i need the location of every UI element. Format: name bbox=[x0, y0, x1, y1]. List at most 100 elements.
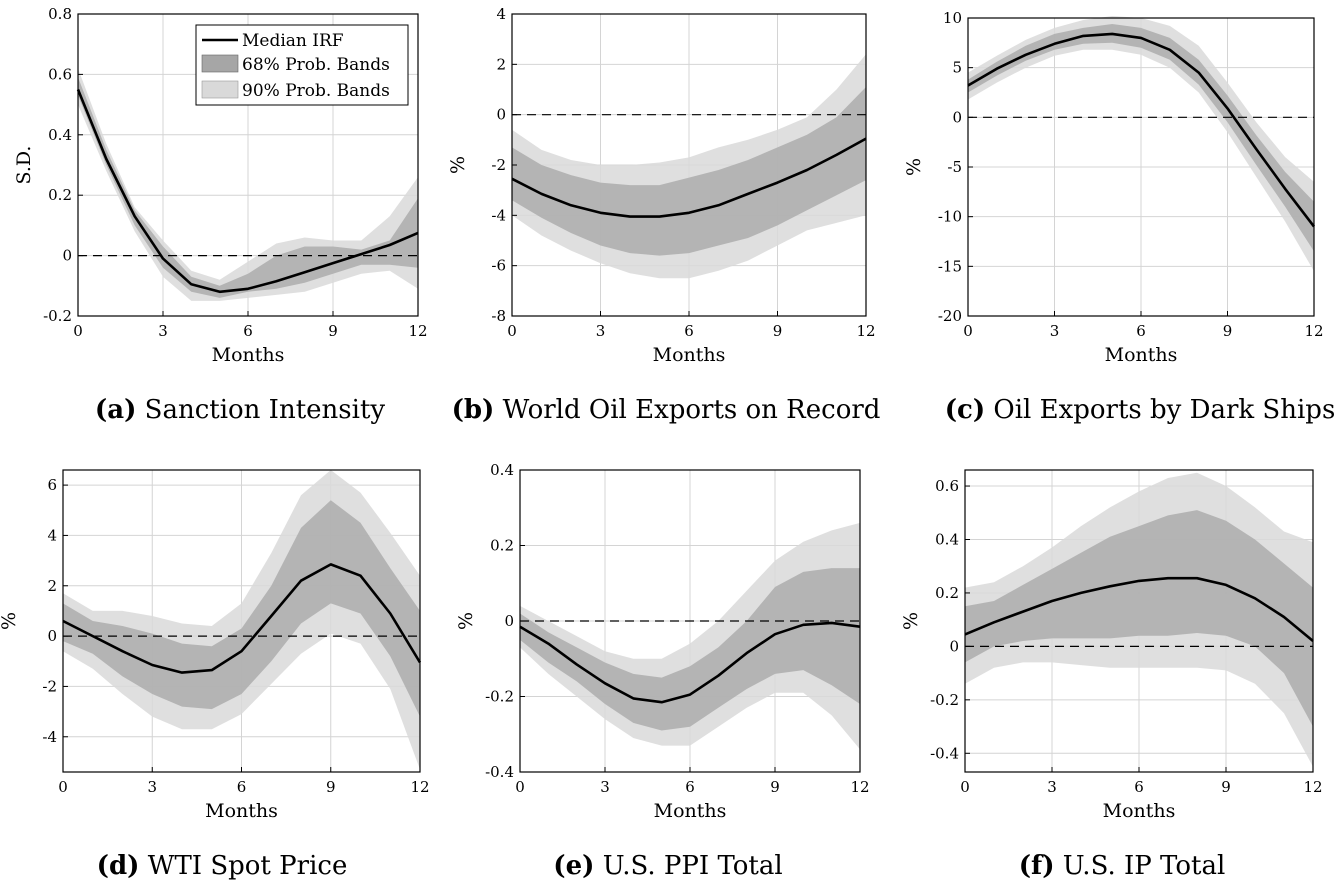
y-tick-label: 0.2 bbox=[490, 537, 514, 555]
y-tick-label: 0.4 bbox=[935, 530, 959, 548]
y-tick-label: -8 bbox=[491, 307, 506, 325]
x-tick-label: 6 bbox=[1134, 778, 1144, 796]
x-axis-label: Months bbox=[212, 344, 285, 366]
x-tick-label: 12 bbox=[1304, 322, 1323, 340]
x-tick-label: 12 bbox=[856, 322, 875, 340]
caption-title: Oil Exports by Dark Ships bbox=[985, 395, 1335, 425]
y-tick-label: 10 bbox=[943, 9, 962, 27]
x-tick-label: 0 bbox=[73, 322, 83, 340]
x-tick-label: 0 bbox=[507, 322, 517, 340]
x-tick-label: 3 bbox=[1050, 322, 1060, 340]
chart-panel-f: 0 3 6 9 12 -0.4 -0.2 0 0.2 0.4 0.6 Months% (f) U.S. … bbox=[900, 469, 1323, 881]
panel-caption: (d) WTI Spot Price bbox=[97, 851, 348, 881]
y-tick-label: -15 bbox=[938, 257, 962, 275]
caption-title: U.S. IP Total bbox=[1055, 851, 1226, 881]
y-tick-label: -10 bbox=[938, 208, 962, 226]
median-irf-line bbox=[511, 137, 867, 218]
y-tick-label: 6 bbox=[47, 476, 57, 494]
y-tick-label: -20 bbox=[938, 307, 962, 325]
x-tick-label: 0 bbox=[963, 322, 973, 340]
panel-caption: (c) Oil Exports by Dark Ships bbox=[945, 395, 1336, 425]
caption-title: Sanction Intensity bbox=[136, 395, 385, 425]
y-tick-label: 0 bbox=[949, 637, 959, 655]
x-tick-label: 3 bbox=[147, 778, 157, 796]
chart-panel-d: 0 3 6 9 12 -4 -2 0 2 4 6 Months% (d) WTI Spot Price bbox=[0, 469, 430, 881]
y-axis-label: % bbox=[455, 612, 477, 630]
x-tick-label: 6 bbox=[237, 778, 247, 796]
y-tick-label: 4 bbox=[496, 5, 506, 23]
band-68 bbox=[968, 24, 1314, 252]
x-axis-label: Months bbox=[653, 344, 726, 366]
x-tick-label: 12 bbox=[410, 778, 429, 796]
y-axis-label: % bbox=[900, 612, 922, 630]
median-irf-line bbox=[76, 89, 419, 294]
y-tick-label: 2 bbox=[496, 55, 506, 73]
median-irf-line bbox=[967, 32, 1316, 228]
y-tick-label: 4 bbox=[47, 526, 57, 544]
caption-letter: (f) bbox=[1019, 851, 1055, 881]
x-tick-label: 9 bbox=[1223, 322, 1233, 340]
y-tick-label: -4 bbox=[42, 728, 57, 746]
y-tick-label: 0.8 bbox=[48, 5, 72, 23]
y-axis-label: % bbox=[0, 612, 20, 630]
y-tick-label: 0.4 bbox=[490, 461, 514, 479]
median-irf-line bbox=[964, 576, 1314, 643]
y-axis-label: % bbox=[903, 158, 925, 176]
y-tick-label: -6 bbox=[491, 257, 506, 275]
y-tick-label: 0.6 bbox=[48, 65, 72, 83]
x-tick-label: 0 bbox=[58, 778, 68, 796]
x-tick-label: 9 bbox=[770, 778, 780, 796]
x-tick-label: 12 bbox=[408, 322, 427, 340]
x-tick-label: 6 bbox=[1136, 322, 1146, 340]
x-axis-label: Months bbox=[1103, 800, 1176, 822]
legend-band90-swatch bbox=[201, 80, 239, 99]
panel-caption: (e) U.S. PPI Total bbox=[553, 851, 782, 881]
y-tick-label: -0.4 bbox=[485, 763, 514, 781]
x-tick-label: 12 bbox=[1303, 778, 1322, 796]
y-tick-label: 0 bbox=[496, 106, 506, 124]
x-axis-label: Months bbox=[1105, 344, 1178, 366]
panel-caption: (f) U.S. IP Total bbox=[1019, 851, 1226, 881]
legend-band68-swatch bbox=[201, 54, 239, 73]
x-tick-label: 9 bbox=[1221, 778, 1231, 796]
caption-letter: (e) bbox=[553, 851, 594, 881]
y-tick-label: 5 bbox=[952, 59, 962, 77]
band-68 bbox=[965, 510, 1313, 727]
y-tick-label: -0.4 bbox=[930, 744, 959, 762]
y-tick-label: -4 bbox=[491, 206, 506, 224]
y-tick-label: -0.2 bbox=[930, 691, 959, 709]
caption-letter: (c) bbox=[945, 395, 985, 425]
y-axis-label: % bbox=[447, 156, 469, 174]
y-tick-label: 2 bbox=[47, 577, 57, 595]
caption-letter: (b) bbox=[452, 395, 495, 425]
caption-title: World Oil Exports on Record bbox=[494, 395, 880, 425]
x-tick-label: 9 bbox=[773, 322, 783, 340]
x-tick-label: 6 bbox=[684, 322, 694, 340]
panel-caption: (a) Sanction Intensity bbox=[95, 395, 385, 425]
y-tick-label: 0 bbox=[47, 627, 57, 645]
panel-caption: (b) World Oil Exports on Record bbox=[452, 395, 881, 425]
y-tick-label: 0 bbox=[62, 247, 72, 265]
legend: Median IRF 68% Prob. Bands 90% Prob. Bands bbox=[195, 24, 409, 106]
x-tick-label: 3 bbox=[600, 778, 610, 796]
x-tick-label: 9 bbox=[328, 322, 338, 340]
caption-title: WTI Spot Price bbox=[139, 851, 347, 881]
y-tick-label: -0.2 bbox=[43, 307, 72, 325]
x-tick-label: 6 bbox=[243, 322, 253, 340]
x-tick-label: 0 bbox=[960, 778, 970, 796]
legend-band68-label: 68% Prob. Bands bbox=[242, 55, 390, 75]
caption-title: U.S. PPI Total bbox=[594, 851, 782, 881]
x-tick-label: 3 bbox=[1047, 778, 1057, 796]
caption-letter: (a) bbox=[95, 395, 136, 425]
band-68 bbox=[63, 500, 420, 717]
band-90 bbox=[78, 68, 418, 301]
chart-panel-e: 0 3 6 9 12 -0.4 -0.2 0 0.2 0.4 Months% (e) U.S. PPI… bbox=[455, 461, 870, 881]
y-axis-label: S.D. bbox=[13, 146, 35, 185]
y-tick-label: -5 bbox=[947, 158, 962, 176]
legend-median-label: Median IRF bbox=[242, 31, 344, 51]
band-68 bbox=[520, 568, 860, 731]
x-axis-label: Months bbox=[205, 800, 278, 822]
y-tick-label: -2 bbox=[42, 677, 57, 695]
